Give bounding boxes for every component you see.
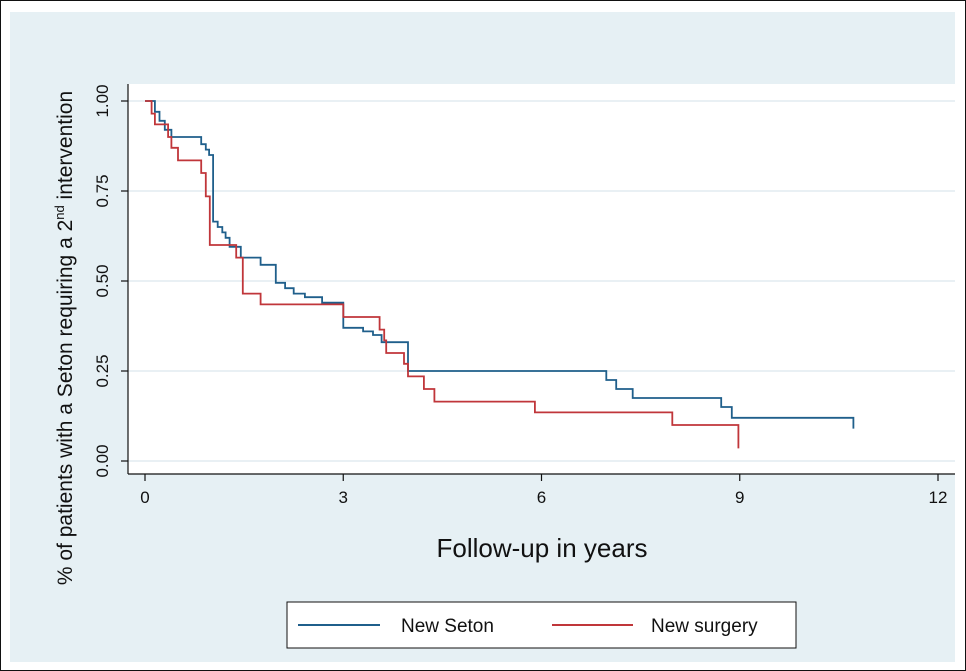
x-axis-title: Follow-up in years — [437, 533, 648, 563]
x-tick-label-0: 0 — [140, 488, 149, 507]
x-tick-label-1: 3 — [339, 488, 348, 507]
legend-label-new-surgery: New surgery — [651, 616, 758, 637]
x-tick-label-3: 9 — [735, 488, 744, 507]
y-tick-label-0: 0.00 — [93, 444, 112, 477]
y-axis-title-superscript: nd — [52, 205, 67, 219]
y-tick-label-4: 1.00 — [93, 84, 112, 117]
legend: New Seton New surgery — [286, 601, 797, 649]
y-axis-title-end: intervention — [54, 91, 77, 205]
axes: 0 3 6 9 12 0.00 0.25 0.50 0.75 1.00 — [93, 84, 955, 507]
series-lines — [145, 100, 855, 449]
y-tick-label-3: 0.75 — [93, 174, 112, 207]
y-tick-label-1: 0.25 — [93, 354, 112, 387]
legend-label-new-seton: New Seton — [401, 616, 494, 637]
y-axis-title: % of patients with a Seton requiring a 2… — [52, 91, 77, 585]
x-tick-label-4: 12 — [929, 488, 948, 507]
series-line-new-seton — [145, 100, 855, 429]
plot-area — [128, 84, 955, 474]
x-tick-label-2: 6 — [537, 488, 546, 507]
y-tick-label-2: 0.50 — [93, 264, 112, 297]
series-line-new-surgery — [145, 100, 740, 449]
y-axis-title-main: % of patients with a Seton requiring a 2 — [54, 220, 77, 585]
